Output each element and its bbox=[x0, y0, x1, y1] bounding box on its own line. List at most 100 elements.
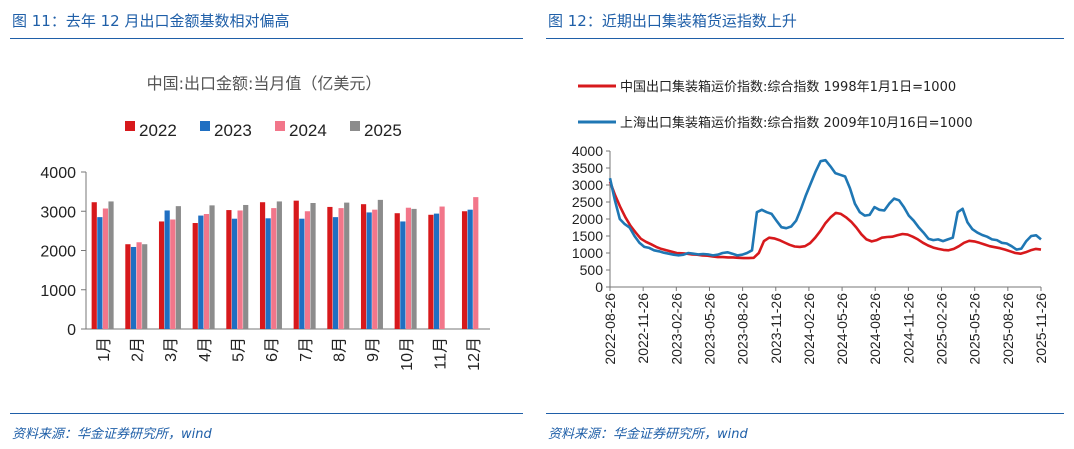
x-tick-label: 2023-02-26 bbox=[668, 293, 684, 365]
bar-2022-8月 bbox=[327, 206, 333, 329]
x-tick-label: 2024-11-26 bbox=[900, 293, 916, 364]
legend-swatch-2024 bbox=[275, 121, 285, 131]
y-tick-label: 2500 bbox=[572, 194, 603, 210]
x-tick-label: 12月 bbox=[466, 337, 483, 371]
bar-2022-4月 bbox=[192, 223, 198, 329]
y-tick-label: 2000 bbox=[40, 244, 76, 261]
y-tick-label: 0 bbox=[67, 322, 76, 339]
y-tick-label: 500 bbox=[580, 262, 604, 278]
bar-2025-7月 bbox=[310, 203, 316, 329]
bar-2022-9月 bbox=[360, 204, 367, 329]
legend-label-2023: 2023 bbox=[214, 121, 252, 140]
right-source-rule bbox=[546, 413, 1064, 414]
bar-2023-10月 bbox=[400, 221, 406, 329]
x-tick-label: 5月 bbox=[231, 337, 248, 362]
legend-label-2024: 2024 bbox=[289, 121, 327, 140]
bar-2023-12月 bbox=[467, 209, 473, 329]
x-tick-label: 2025-08-26 bbox=[1000, 293, 1016, 365]
x-tick-label: 4月 bbox=[197, 337, 214, 362]
bar-2023-1月 bbox=[97, 217, 103, 329]
bar-2023-6月 bbox=[265, 218, 271, 329]
left-title-rule bbox=[10, 38, 523, 39]
legend-label-2025: 2025 bbox=[364, 121, 402, 140]
legend-swatch-2025 bbox=[350, 121, 360, 131]
bar-2022-6月 bbox=[259, 202, 266, 329]
y-tick-label: 3500 bbox=[572, 160, 603, 176]
y-tick-label: 4000 bbox=[572, 143, 603, 159]
y-tick-label: 4000 bbox=[40, 165, 76, 182]
x-tick-label: 1月 bbox=[96, 337, 113, 362]
bar-2025-2月 bbox=[142, 244, 148, 329]
x-tick-label: 2024-02-26 bbox=[801, 293, 817, 365]
left-figure-title: 图 11：去年 12 月出口金额基数相对偏高 bbox=[12, 12, 290, 30]
legend-label-china: 中国出口集装箱运价指数:综合指数 1998年1月1日=1000 bbox=[620, 79, 956, 95]
bar-2022-10月 bbox=[394, 213, 400, 329]
bar-2025-4月 bbox=[209, 205, 215, 329]
right-title-rule bbox=[546, 38, 1064, 39]
x-tick-label: 2023-08-26 bbox=[735, 293, 751, 365]
x-tick-label: 9月 bbox=[365, 337, 382, 362]
x-tick-label: 2022-08-26 bbox=[602, 293, 618, 365]
x-tick-label: 2022-11-26 bbox=[635, 293, 651, 364]
x-tick-label: 2024-05-26 bbox=[834, 293, 850, 365]
y-tick-label: 3000 bbox=[40, 204, 76, 221]
x-tick-label: 2月 bbox=[130, 337, 147, 362]
legend-swatch-2022 bbox=[125, 121, 135, 131]
line-chart: 中国出口集装箱运价指数:综合指数 1998年1月1日=1000 上海出口集装箱运价… bbox=[572, 79, 1049, 365]
bar-2023-9月 bbox=[366, 212, 372, 329]
bar-2022-5月 bbox=[226, 210, 232, 329]
left-source-rule bbox=[10, 413, 523, 414]
bar-2024-3月 bbox=[170, 219, 176, 329]
bar-2024-6月 bbox=[271, 208, 277, 329]
x-tick-label: 6月 bbox=[264, 337, 281, 362]
bar-2024-5月 bbox=[237, 210, 243, 329]
bar-2023-5月 bbox=[231, 218, 238, 329]
bar-chart: 中国:出口金额:当月值（亿美元） 2022 2023 2024 2025 0 1000 200… bbox=[40, 74, 490, 371]
y-tick-label: 3000 bbox=[572, 177, 603, 193]
legend-swatch-2023 bbox=[200, 121, 210, 131]
series-line-shanghai bbox=[608, 158, 1042, 257]
x-tick-label: 3月 bbox=[163, 337, 180, 362]
bar-2024-7月 bbox=[304, 211, 311, 329]
series-line-china bbox=[608, 181, 1042, 260]
bar-2024-8月 bbox=[338, 208, 344, 329]
bar-2022-3月 bbox=[158, 221, 165, 329]
x-tick-label: 11月 bbox=[433, 337, 450, 370]
legend-label-shanghai: 上海出口集装箱运价指数:综合指数 2009年10月16日=1000 bbox=[620, 115, 973, 131]
bar-2025-9月 bbox=[377, 199, 383, 329]
y-tick-label: 2000 bbox=[572, 211, 603, 227]
bar-2025-6月 bbox=[276, 201, 282, 329]
legend-label-2022: 2022 bbox=[139, 121, 177, 140]
bar-2023-8月 bbox=[332, 217, 339, 329]
bar-2022-1月 bbox=[91, 202, 97, 329]
bar-2023-2月 bbox=[130, 246, 137, 329]
bar-2025-1月 bbox=[108, 201, 114, 329]
x-tick-label: 7月 bbox=[298, 337, 315, 362]
x-tick-label: 2023-11-26 bbox=[768, 293, 784, 364]
bar-2024-2月 bbox=[136, 242, 142, 329]
y-tick-label: 1000 bbox=[40, 283, 76, 300]
bar-2024-1月 bbox=[102, 208, 109, 329]
y-tick-label: 1000 bbox=[572, 245, 603, 261]
bar-2024-10月 bbox=[405, 207, 412, 329]
x-tick-label: 10月 bbox=[399, 337, 416, 371]
x-tick-label: 2025-05-26 bbox=[967, 293, 983, 365]
bar-2025-8月 bbox=[344, 202, 350, 329]
right-figure-title: 图 12：近期出口集装箱货运指数上升 bbox=[548, 12, 797, 30]
bar-2025-5月 bbox=[243, 204, 249, 329]
bar-2023-11月 bbox=[433, 213, 440, 329]
y-tick-label: 1500 bbox=[572, 228, 603, 244]
right-source: 资料来源：华金证券研究所，wind bbox=[548, 427, 748, 442]
bar-2025-10月 bbox=[411, 208, 417, 329]
bar-2023-4月 bbox=[198, 215, 204, 329]
chart-title: 中国:出口金额:当月值（亿美元） bbox=[147, 74, 382, 93]
x-tick-label: 8月 bbox=[332, 337, 349, 362]
bar-2025-3月 bbox=[175, 206, 181, 329]
x-tick-label: 2024-08-26 bbox=[867, 293, 883, 365]
bar-2022-11月 bbox=[428, 214, 434, 329]
bar-2022-2月 bbox=[125, 244, 131, 329]
bar-2024-12月 bbox=[473, 197, 479, 329]
bar-2024-11月 bbox=[439, 206, 445, 329]
x-tick-label: 2025-11-26 bbox=[1033, 293, 1049, 364]
x-tick-label: 2025-02-26 bbox=[934, 293, 950, 365]
